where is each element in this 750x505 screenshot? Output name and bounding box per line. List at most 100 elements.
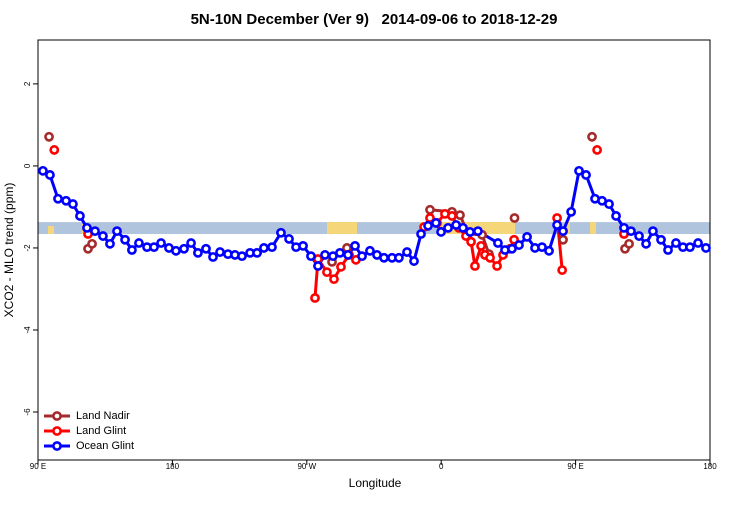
data-point — [98, 231, 108, 241]
data-point — [134, 238, 144, 248]
data-point — [365, 245, 375, 256]
x-tick-label: 90 E — [30, 462, 46, 471]
data-point — [252, 247, 262, 258]
data-point — [322, 267, 332, 278]
data-point — [402, 247, 412, 257]
x-tick-label: 180 — [166, 462, 180, 471]
data-point — [476, 240, 486, 251]
data-point — [336, 261, 346, 272]
data-point — [112, 226, 122, 237]
y-axis-label: XCO2 - MLO trend (ppm) — [2, 183, 16, 318]
legend-marker — [52, 411, 62, 421]
data-point — [320, 250, 330, 260]
data-point — [310, 293, 320, 303]
data-point — [208, 252, 218, 262]
data-point — [604, 199, 614, 209]
data-point — [566, 206, 577, 217]
data-point — [447, 211, 457, 221]
legend-label: Land Glint — [76, 425, 126, 437]
data-point — [641, 238, 651, 249]
data-point — [409, 256, 419, 266]
data-point — [507, 243, 517, 254]
data-point — [82, 222, 92, 233]
data-point — [624, 238, 634, 249]
data-point — [611, 211, 621, 221]
data-point — [193, 247, 203, 258]
x-tick-label: 0 — [439, 462, 444, 471]
data-point — [514, 240, 524, 250]
data-point — [581, 170, 591, 180]
reference-band — [38, 222, 710, 235]
data-point — [394, 252, 404, 263]
data-point — [656, 234, 666, 245]
data-point — [105, 238, 115, 249]
data-point — [574, 165, 584, 176]
data-point — [45, 170, 55, 180]
data-point — [671, 238, 681, 248]
data-point — [693, 238, 703, 248]
data-point — [127, 245, 137, 255]
y-tick-label: 0 — [23, 163, 32, 168]
data-point — [522, 231, 532, 242]
data-point — [298, 240, 308, 251]
x-tick-label: 90 W — [297, 462, 316, 471]
data-point — [44, 131, 54, 142]
data-point — [492, 261, 502, 271]
data-point — [557, 265, 568, 275]
data-point — [186, 238, 196, 248]
legend-marker — [52, 426, 62, 436]
legend-label: Land Nadir — [76, 410, 130, 422]
data-point — [357, 251, 367, 262]
y-tick-label: 2 — [23, 81, 32, 86]
legend-label: Ocean Glint — [76, 440, 134, 452]
data-point — [509, 213, 520, 223]
data-point — [38, 165, 48, 176]
x-axis-label: Longitude — [349, 476, 402, 490]
data-point — [343, 250, 353, 260]
data-point — [493, 238, 503, 248]
data-point — [537, 242, 547, 253]
data-point — [201, 243, 211, 254]
data-point — [458, 222, 468, 233]
data-point — [306, 251, 316, 262]
data-point — [701, 243, 711, 253]
data-point — [473, 226, 483, 237]
data-point — [587, 131, 597, 142]
data-point — [465, 227, 475, 237]
data-point — [120, 234, 130, 245]
x-tick-label: 90 E — [567, 462, 583, 471]
data-point — [466, 236, 476, 247]
data-point — [171, 245, 181, 256]
data-point — [87, 238, 97, 249]
data-point — [267, 242, 277, 253]
data-point — [215, 247, 225, 257]
legend-marker — [52, 441, 62, 451]
data-point — [156, 238, 166, 248]
data-point — [329, 274, 339, 285]
data-point — [237, 251, 247, 262]
data-point — [335, 247, 345, 258]
data-point — [276, 227, 286, 238]
chart-title: 5N-10N December (Ver 9) 2014-09-06 to 20… — [191, 11, 558, 28]
data-point — [558, 234, 568, 245]
data-point — [313, 261, 323, 271]
data-point — [544, 245, 554, 256]
data-point — [425, 204, 435, 215]
data-point — [53, 193, 63, 204]
band-layer — [38, 222, 710, 235]
y-tick-label: -4 — [23, 326, 32, 334]
data-point — [68, 199, 78, 209]
data-point — [634, 231, 644, 241]
data-point — [379, 252, 389, 263]
data-point — [49, 145, 60, 155]
data-point — [470, 261, 480, 271]
data-point — [443, 222, 453, 233]
y-tick-label: -2 — [23, 244, 32, 252]
data-point — [558, 226, 568, 237]
land-patch — [566, 222, 570, 234]
land-patch — [590, 222, 596, 234]
data-point — [663, 245, 673, 255]
data-point — [592, 145, 603, 155]
data-point — [423, 220, 433, 231]
